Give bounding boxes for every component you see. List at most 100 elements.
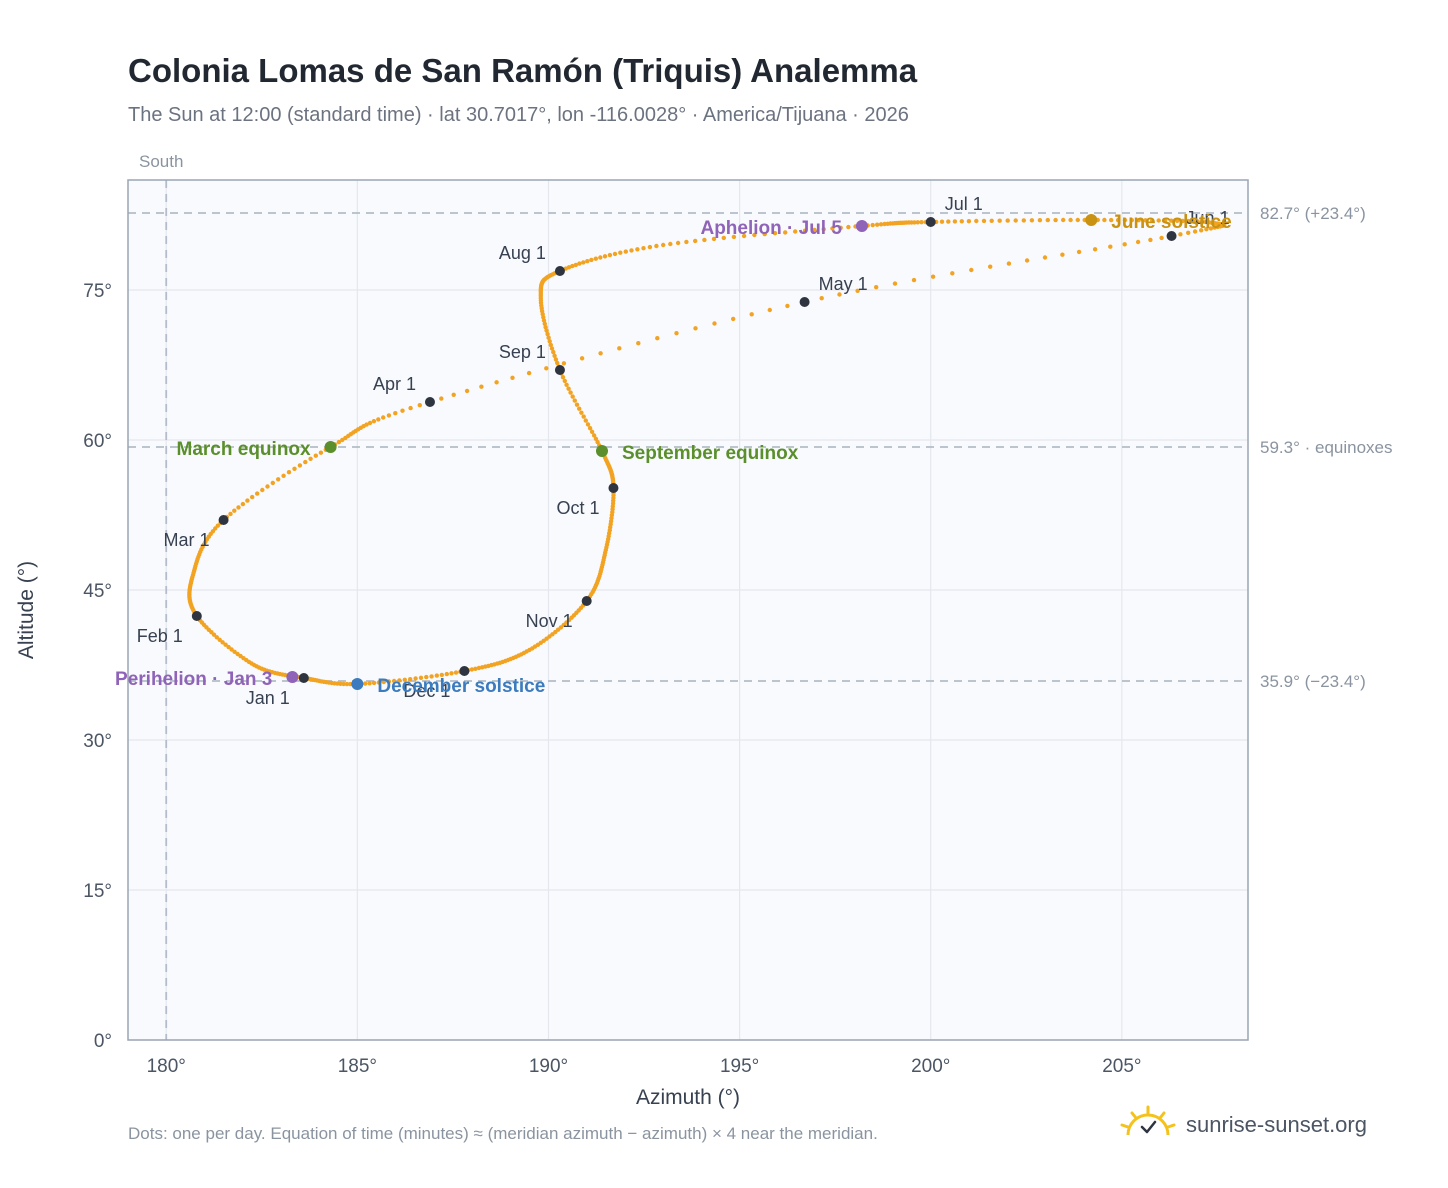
daily-sun-dot bbox=[661, 242, 666, 248]
daily-sun-dot bbox=[303, 459, 308, 465]
daily-sun-dot bbox=[1156, 218, 1161, 223]
month-marker-label: May 1 bbox=[819, 274, 868, 294]
daily-sun-dot bbox=[568, 390, 573, 395]
daily-sun-dot bbox=[551, 349, 556, 355]
daily-sun-dot bbox=[855, 288, 860, 293]
daily-sun-dot bbox=[1021, 218, 1026, 223]
daily-sun-dot bbox=[878, 222, 884, 227]
daily-sun-dot bbox=[959, 219, 964, 224]
reference-line-label: 82.7° (+23.4°) bbox=[1260, 204, 1366, 223]
daily-sun-dot bbox=[1075, 217, 1081, 223]
daily-sun-dot bbox=[245, 498, 250, 503]
daily-sun-dot bbox=[1068, 217, 1073, 223]
daily-sun-dot bbox=[1042, 255, 1048, 260]
daily-sun-dot bbox=[449, 671, 454, 676]
daily-sun-dot bbox=[874, 285, 879, 290]
daily-sun-dot bbox=[1053, 217, 1058, 223]
event-label: September equinox bbox=[622, 443, 799, 464]
reference-line-label: 35.9° (−23.4°) bbox=[1260, 672, 1366, 691]
month-marker-label: Jun 1 bbox=[1186, 208, 1230, 228]
daily-sun-dot bbox=[583, 418, 588, 423]
event-marker-dot bbox=[595, 445, 608, 457]
daily-sun-dot bbox=[838, 225, 843, 230]
daily-sun-dot bbox=[607, 252, 613, 258]
daily-sun-dot bbox=[318, 450, 324, 455]
daily-sun-dot bbox=[997, 218, 1002, 223]
y-tick-label: 75° bbox=[83, 281, 112, 302]
daily-sun-dot bbox=[581, 414, 586, 419]
daily-sun-dot bbox=[711, 236, 717, 242]
daily-sun-dot bbox=[364, 422, 369, 427]
daily-sun-dot bbox=[772, 231, 778, 236]
reference-line-label: 59.3° · equinoxes bbox=[1260, 438, 1393, 457]
daily-sun-dot bbox=[589, 429, 595, 434]
sun-logo-icon bbox=[1120, 1105, 1176, 1136]
daily-sun-dot bbox=[974, 218, 979, 224]
daily-sun-dot bbox=[981, 218, 987, 224]
daily-sun-dot bbox=[749, 312, 754, 317]
daily-sun-dot bbox=[618, 250, 623, 255]
daily-sun-dot bbox=[1029, 218, 1035, 223]
daily-sun-dot bbox=[232, 649, 237, 654]
daily-sun-dot bbox=[721, 235, 726, 241]
chart-title: Colonia Lomas de San Ramón (Triquis) Ana… bbox=[128, 52, 918, 89]
daily-sun-dot bbox=[641, 246, 646, 251]
daily-sun-dot bbox=[741, 233, 747, 239]
daily-sun-dot bbox=[561, 361, 567, 366]
daily-sun-dot bbox=[572, 398, 577, 403]
y-axis-label: Altitude (°) bbox=[15, 561, 38, 659]
daily-sun-dot bbox=[217, 637, 222, 642]
y-tick-label: 15° bbox=[83, 881, 112, 902]
daily-sun-dot bbox=[223, 642, 228, 647]
plot-background bbox=[128, 180, 1248, 1040]
daily-sun-dot bbox=[837, 292, 842, 297]
daily-sun-dot bbox=[589, 257, 594, 263]
daily-sun-dot bbox=[1190, 219, 1196, 224]
daily-sun-dot bbox=[367, 681, 372, 686]
daily-sun-dot bbox=[1195, 219, 1200, 224]
month-marker-dot bbox=[608, 483, 619, 493]
daily-sun-dot bbox=[464, 388, 470, 394]
daily-sun-dot bbox=[989, 218, 994, 223]
daily-sun-dot bbox=[292, 466, 297, 471]
daily-sun-dot bbox=[400, 408, 405, 413]
daily-sun-dot bbox=[363, 681, 368, 686]
month-marker-dot bbox=[459, 666, 470, 676]
daily-sun-dot bbox=[544, 366, 549, 371]
daily-sun-dot bbox=[591, 433, 597, 438]
daily-sun-dot bbox=[240, 501, 246, 507]
event-markers: March equinox September equinox June solst… bbox=[115, 212, 1232, 697]
daily-sun-dot bbox=[1199, 219, 1205, 224]
x-tick-label: 185° bbox=[338, 1056, 377, 1077]
daily-sun-dot bbox=[1169, 218, 1174, 223]
daily-sun-dot bbox=[821, 227, 826, 232]
month-markers: Jan 1 Feb 1 Mar 1 Apr 1 May 1 Jun 1 Jul 1 Aug 1… bbox=[137, 194, 1230, 708]
daily-sun-dot bbox=[574, 402, 580, 407]
daily-sun-dot bbox=[547, 339, 552, 344]
brand[interactable]: sunrise-sunset.org bbox=[1120, 1102, 1367, 1148]
daily-sun-dot bbox=[286, 470, 292, 475]
daily-sun-dot bbox=[1175, 218, 1180, 223]
daily-sun-dot bbox=[573, 262, 578, 268]
daily-sun-dot bbox=[526, 370, 532, 376]
daily-sun-dot bbox=[213, 526, 218, 531]
daily-sun-dot bbox=[308, 456, 313, 461]
daily-sun-dot bbox=[424, 674, 429, 680]
x-tick-label: 195° bbox=[720, 1056, 759, 1077]
daily-sun-dot bbox=[577, 406, 582, 411]
y-tick-label: 0° bbox=[94, 1031, 112, 1052]
x-tick-label: 190° bbox=[529, 1056, 568, 1077]
daily-sun-dot bbox=[1150, 218, 1155, 223]
daily-sun-dot bbox=[950, 271, 955, 276]
x-axis-ticks: 180° 185° 190° 195° 200° 205° bbox=[147, 1056, 1142, 1077]
month-marker-label: Feb 1 bbox=[137, 626, 183, 646]
daily-sun-dot bbox=[654, 243, 659, 249]
month-marker-label: Oct 1 bbox=[556, 498, 599, 518]
daily-sun-dot bbox=[417, 403, 422, 408]
daily-sun-dot bbox=[236, 505, 241, 510]
daily-sun-dot bbox=[577, 261, 582, 266]
daily-sun-dot bbox=[635, 247, 640, 252]
month-marker-label: Jan 1 bbox=[246, 688, 290, 708]
event-marker-dot bbox=[286, 671, 299, 683]
